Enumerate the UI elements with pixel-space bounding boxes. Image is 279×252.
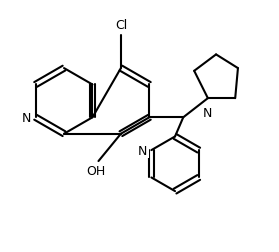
- Text: OH: OH: [86, 164, 105, 177]
- Text: N: N: [203, 107, 213, 120]
- Text: N: N: [22, 111, 32, 124]
- Text: Cl: Cl: [115, 19, 127, 32]
- Text: N: N: [138, 144, 147, 157]
